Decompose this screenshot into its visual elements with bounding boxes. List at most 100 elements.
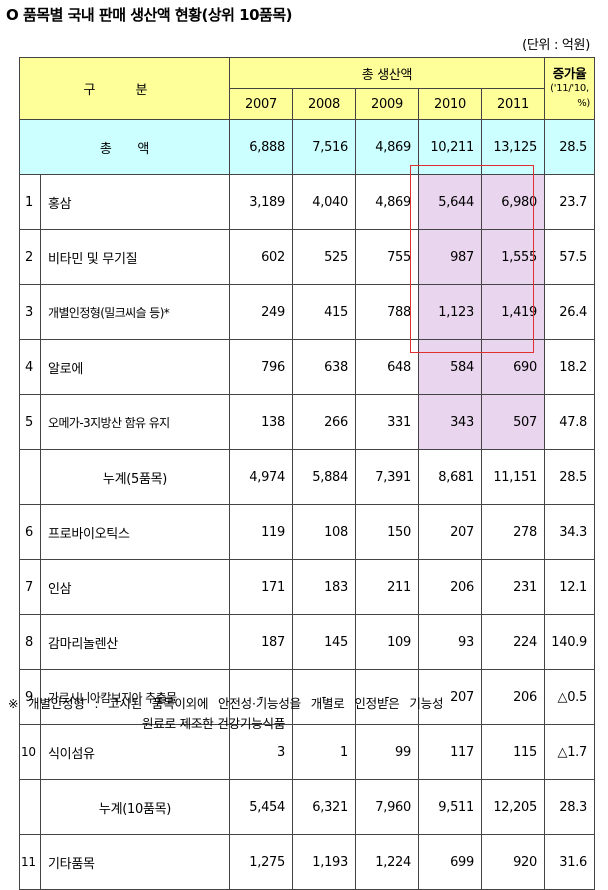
- year-header: 2011: [481, 88, 545, 120]
- table-cell: 13,125: [481, 119, 545, 175]
- table-cell: 5,454: [229, 779, 293, 835]
- growth-title: 증가율: [552, 66, 587, 81]
- table-row: 7 인삼 171 183 211 206 231 12.1: [19, 559, 595, 615]
- table-cell: 507: [481, 394, 545, 450]
- table-cell: 6,888: [229, 119, 293, 175]
- table-cell: 699: [418, 834, 482, 890]
- table-cell: 4,869: [355, 174, 419, 230]
- footnote: ※ 개별인정형 : 고시된 품목이외에 안전성·기능성을 개별로 인정받은 기능…: [8, 694, 443, 734]
- row-number: 1: [19, 174, 41, 230]
- footnote-line2: 원료로 제조한 건강기능식품: [142, 716, 286, 731]
- growth-cell: 34.3: [544, 504, 595, 560]
- table-cell: 119: [229, 504, 293, 560]
- table-cell: 690: [481, 339, 545, 395]
- growth-cell: 12.1: [544, 559, 595, 615]
- table-cell: 5,644: [418, 174, 482, 230]
- table-cell: 343: [418, 394, 482, 450]
- table-cell: 138: [229, 394, 293, 450]
- growth-cell: △0.5: [544, 669, 595, 725]
- subtotal-label: 누계(5품목): [40, 449, 230, 505]
- table-cell: 7,960: [355, 779, 419, 835]
- year-header: 2007: [229, 88, 293, 120]
- footnote-line1: ※ 개별인정형 : 고시된 품목이외에 안전성·기능성을 개별로 인정받은 기능…: [8, 696, 444, 711]
- growth-header: 증가율 ('11/'10, %): [544, 57, 595, 120]
- table-cell: 115: [481, 724, 545, 780]
- table-cell: 1,275: [229, 834, 293, 890]
- row-name: 비타민 및 무기질: [40, 229, 230, 285]
- row-name: 홍삼: [40, 174, 230, 230]
- total-production-header: 총 생산액: [229, 57, 545, 89]
- row-number: 4: [19, 339, 41, 395]
- table-row: 2 비타민 및 무기질 602 525 755 987 1,555 57.5: [19, 229, 595, 285]
- row-number: 8: [19, 614, 41, 670]
- table-cell: 602: [229, 229, 293, 285]
- table-row: 8 감마리놀렌산 187 145 109 93 224 140.9: [19, 614, 595, 670]
- table-cell: 415: [292, 284, 356, 340]
- table-cell: 278: [481, 504, 545, 560]
- table-cell: 211: [355, 559, 419, 615]
- row-number: 3: [19, 284, 41, 340]
- table-cell: 9,511: [418, 779, 482, 835]
- row-name: 가르시니아캄보지아 추출물: [40, 669, 230, 725]
- table-cell: -: [355, 669, 419, 725]
- year-header: 2008: [292, 88, 356, 120]
- table-cell: 525: [292, 229, 356, 285]
- table-cell: 4,040: [292, 174, 356, 230]
- growth-cell: 47.8: [544, 394, 595, 450]
- production-table: 구 분 총 생산액 증가율 ('11/'10, %) 2007 2008 200…: [19, 57, 595, 890]
- row-number: 7: [19, 559, 41, 615]
- row-name: 오메가-3지방산 함유 유지: [40, 394, 230, 450]
- growth-sub1: ('11/'10,: [550, 83, 589, 94]
- table-row: 5 오메가-3지방산 함유 유지 138 266 331 343 507 47.…: [19, 394, 595, 450]
- growth-cell: 57.5: [544, 229, 595, 285]
- table-cell: 150: [355, 504, 419, 560]
- table-cell: 7,391: [355, 449, 419, 505]
- table-cell: 224: [481, 614, 545, 670]
- table-cell: 249: [229, 284, 293, 340]
- table-cell: 584: [418, 339, 482, 395]
- table-cell: 8,681: [418, 449, 482, 505]
- growth-cell: 31.6: [544, 834, 595, 890]
- growth-cell: 28.5: [544, 119, 595, 175]
- growth-cell: 18.2: [544, 339, 595, 395]
- table-cell: 11,151: [481, 449, 545, 505]
- growth-cell: 28.5: [544, 449, 595, 505]
- page-title: O 품목별 국내 판매 생산액 현황(상위 10품목): [6, 6, 292, 24]
- row-name: 기타품목: [40, 834, 230, 890]
- table-row: 6 프로바이오틱스 119 108 150 207 278 34.3: [19, 504, 595, 560]
- table-cell: 7,516: [292, 119, 356, 175]
- row-name: 프로바이오틱스: [40, 504, 230, 560]
- row-number: 5: [19, 394, 41, 450]
- table-cell: 4,974: [229, 449, 293, 505]
- table-cell: 206: [481, 669, 545, 725]
- blank-cell: [19, 779, 41, 835]
- table-row: 4 알로에 796 638 648 584 690 18.2: [19, 339, 595, 395]
- table-cell: 755: [355, 229, 419, 285]
- table-cell: 266: [292, 394, 356, 450]
- subtotal-label: 누계(10품목): [40, 779, 230, 835]
- table-cell: 6,321: [292, 779, 356, 835]
- table-cell: 207: [418, 669, 482, 725]
- growth-cell: 140.9: [544, 614, 595, 670]
- growth-cell: 28.3: [544, 779, 595, 835]
- growth-cell: △1.7: [544, 724, 595, 780]
- table-cell: 6,980: [481, 174, 545, 230]
- table-cell: 93: [418, 614, 482, 670]
- subtotal-row: 누계(10품목) 5,454 6,321 7,960 9,511 12,205 …: [19, 779, 595, 835]
- year-header: 2009: [355, 88, 419, 120]
- row-name: 인삼: [40, 559, 230, 615]
- table-cell: 5,884: [292, 449, 356, 505]
- total-label: 총 액: [19, 119, 230, 175]
- table-cell: 638: [292, 339, 356, 395]
- table-cell: 1,419: [481, 284, 545, 340]
- table-cell: 920: [481, 834, 545, 890]
- table-cell: 1,224: [355, 834, 419, 890]
- table-cell: 331: [355, 394, 419, 450]
- category-header: 구 분: [19, 57, 230, 120]
- table-row: 11 기타품목 1,275 1,193 1,224 699 920 31.6: [19, 834, 595, 890]
- row-number: 2: [19, 229, 41, 285]
- table-cell: 10,211: [418, 119, 482, 175]
- growth-cell: 23.7: [544, 174, 595, 230]
- growth-cell: 26.4: [544, 284, 595, 340]
- row-name: 개별인정형(밀크씨슬 등)*: [40, 284, 230, 340]
